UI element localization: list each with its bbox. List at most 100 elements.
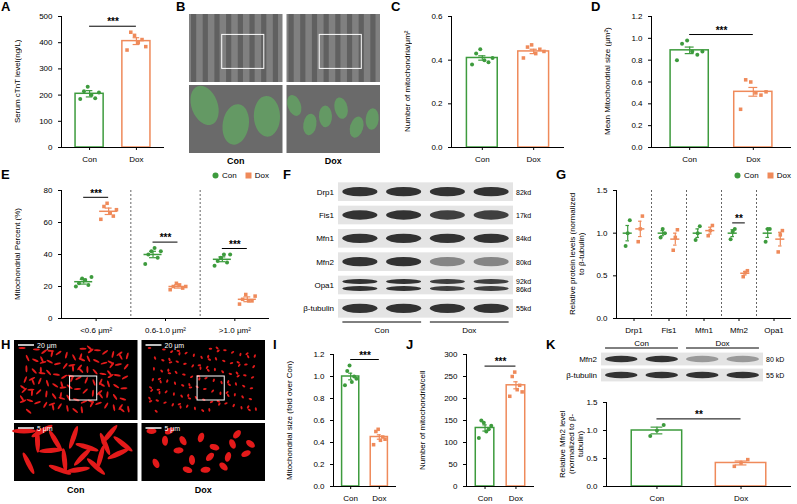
svg-text:Con: Con	[634, 339, 649, 348]
svg-text:5 μm: 5 μm	[37, 425, 53, 433]
svg-text:0.0: 0.0	[631, 143, 643, 152]
svg-text:1.0: 1.0	[586, 426, 598, 435]
svg-text:1.5: 1.5	[596, 186, 608, 195]
svg-text:0.2: 0.2	[631, 121, 643, 130]
svg-text:0.4: 0.4	[431, 56, 443, 65]
svg-text:84kd: 84kd	[516, 235, 531, 242]
svg-text:***: ***	[90, 188, 102, 199]
svg-text:0.0: 0.0	[586, 482, 598, 491]
svg-text:0.0: 0.0	[313, 482, 325, 491]
svg-text:Dox: Dox	[129, 155, 143, 164]
svg-text:1.2: 1.2	[631, 12, 643, 21]
svg-text:Dox: Dox	[746, 155, 760, 164]
svg-text:500: 500	[39, 12, 53, 21]
svg-text:Fis1: Fis1	[661, 326, 677, 335]
svg-text:80kd: 80kd	[516, 259, 531, 266]
svg-text:60: 60	[44, 218, 53, 227]
svg-text:20 μm: 20 μm	[37, 342, 57, 350]
svg-text:55 kD: 55 kD	[766, 372, 784, 379]
svg-text:Dox: Dox	[325, 156, 342, 165]
svg-text:0: 0	[48, 143, 53, 152]
svg-text:0.8: 0.8	[631, 56, 643, 65]
svg-text:0.0: 0.0	[431, 143, 443, 152]
svg-text:300: 300	[444, 350, 458, 359]
svg-text:***: ***	[359, 350, 371, 361]
svg-text:Drp1: Drp1	[625, 326, 643, 335]
svg-text:<0.6 μm²: <0.6 μm²	[80, 326, 112, 335]
svg-text:150: 150	[444, 416, 458, 425]
svg-text:0.5: 0.5	[596, 271, 608, 280]
svg-text:17kd: 17kd	[516, 212, 531, 219]
svg-text:0.6: 0.6	[431, 12, 443, 21]
svg-text:***: ***	[107, 16, 119, 27]
svg-text:0.6: 0.6	[313, 416, 325, 425]
svg-text:86kd: 86kd	[516, 286, 531, 293]
svg-text:80 kD: 80 kD	[766, 356, 784, 363]
svg-text:1.0: 1.0	[313, 372, 325, 381]
svg-text:**: **	[735, 213, 743, 224]
svg-text:80: 80	[44, 186, 53, 195]
svg-text:1.0: 1.0	[631, 34, 643, 43]
svg-text:82kd: 82kd	[516, 189, 531, 196]
svg-text:β-tubulin: β-tubulin	[303, 304, 334, 313]
svg-text:200: 200	[444, 394, 458, 403]
svg-text:Drp1: Drp1	[317, 188, 335, 197]
svg-text:***: ***	[160, 232, 172, 243]
svg-text:Con: Con	[475, 155, 490, 164]
svg-text:Mfn2: Mfn2	[730, 326, 748, 335]
svg-text:0.4: 0.4	[313, 438, 325, 447]
svg-text:Fis1: Fis1	[319, 211, 335, 220]
svg-text:***: ***	[495, 356, 507, 367]
svg-text:Con: Con	[374, 326, 389, 335]
svg-text:Opa1: Opa1	[314, 281, 334, 290]
svg-text:0: 0	[453, 482, 458, 491]
svg-text:β-tubulin: β-tubulin	[566, 371, 597, 380]
svg-text:Opa1: Opa1	[764, 326, 784, 335]
svg-text:**: **	[695, 409, 703, 420]
svg-text:50: 50	[449, 460, 458, 469]
svg-text:Dox: Dox	[372, 494, 386, 503]
svg-text:1.0: 1.0	[596, 229, 608, 238]
svg-text:Mfn1: Mfn1	[695, 326, 713, 335]
svg-text:Dox: Dox	[509, 494, 523, 503]
svg-text:Con: Con	[682, 155, 697, 164]
svg-text:20: 20	[44, 282, 53, 291]
svg-text:Mfn2: Mfn2	[579, 355, 597, 364]
svg-text:20 μm: 20 μm	[165, 342, 185, 350]
svg-text:Mfn1: Mfn1	[316, 234, 334, 243]
svg-text:Con: Con	[343, 494, 358, 503]
svg-text:40: 40	[44, 250, 53, 259]
svg-text:>1.0 μm²: >1.0 μm²	[219, 326, 251, 335]
svg-text:Con: Con	[227, 156, 245, 165]
svg-text:0.4: 0.4	[631, 99, 643, 108]
svg-text:300: 300	[39, 64, 53, 73]
svg-text:0: 0	[48, 314, 53, 323]
svg-text:Dox: Dox	[715, 339, 729, 348]
svg-text:400: 400	[39, 38, 53, 47]
svg-text:100: 100	[444, 438, 458, 447]
svg-text:Con: Con	[67, 485, 85, 495]
svg-text:55kd: 55kd	[516, 305, 531, 312]
svg-text:Dox: Dox	[462, 326, 476, 335]
svg-text:0.0: 0.0	[596, 314, 608, 323]
svg-text:5 μm: 5 μm	[165, 425, 181, 433]
svg-text:***: ***	[229, 239, 241, 250]
svg-text:***: ***	[716, 25, 728, 36]
svg-text:0.6-1.0 μm²: 0.6-1.0 μm²	[145, 326, 186, 335]
svg-text:200: 200	[39, 91, 53, 100]
svg-text:Dox: Dox	[195, 485, 212, 495]
svg-text:Con: Con	[650, 494, 665, 503]
svg-text:Dox: Dox	[734, 494, 748, 503]
svg-text:Mfn2: Mfn2	[316, 258, 334, 267]
svg-text:1.5: 1.5	[586, 398, 598, 407]
svg-text:92kd: 92kd	[516, 278, 531, 285]
svg-text:0.2: 0.2	[431, 99, 443, 108]
svg-text:0.5: 0.5	[586, 454, 598, 463]
svg-text:100: 100	[39, 117, 53, 126]
svg-text:250: 250	[444, 372, 458, 381]
svg-text:Dox: Dox	[527, 155, 541, 164]
svg-text:0.6: 0.6	[631, 78, 643, 87]
svg-text:1.2: 1.2	[313, 350, 325, 359]
svg-text:0.2: 0.2	[313, 460, 325, 469]
svg-text:Con: Con	[478, 494, 493, 503]
